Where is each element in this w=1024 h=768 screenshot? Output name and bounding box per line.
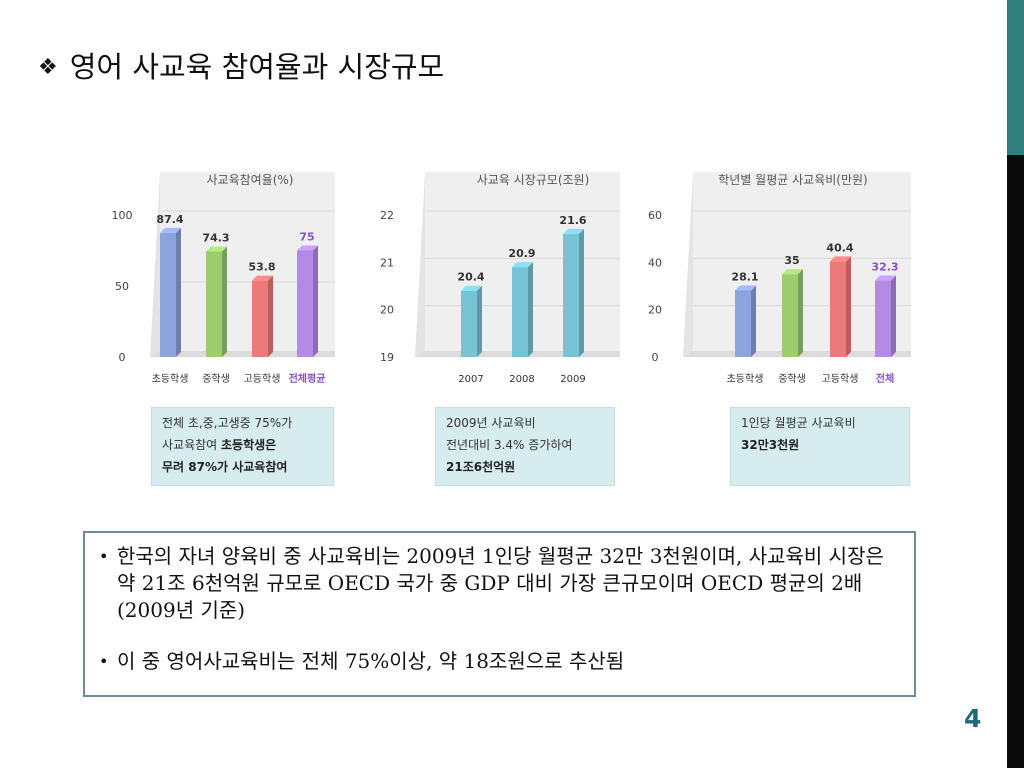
- chart-2-ytick-label: 19: [380, 351, 394, 364]
- callout-2-line-3-bold: 21조6천억원: [446, 460, 516, 474]
- chart-1-category-label: 초등학생: [152, 373, 189, 385]
- chart-2-category-label: 2009: [560, 374, 585, 385]
- chart-1-bar-side: [268, 275, 273, 357]
- chart-1-bar-side: [222, 246, 227, 357]
- chart-1-ytick-label: 0: [119, 351, 126, 364]
- chart-1-category-label: 중학생: [202, 373, 230, 385]
- chart-3-ytick-label: 0: [652, 351, 659, 364]
- chart-1-bar: [206, 251, 222, 357]
- callout-1-line-3: 무려 87%가 사교육참여: [162, 456, 323, 478]
- chart-3-ytick-label: 60: [648, 209, 662, 222]
- chart-3-category-label: 전체: [876, 372, 894, 385]
- callout-1-line-2-plain: 사교육참여: [162, 438, 222, 452]
- chart-1-side-wall: [150, 172, 160, 357]
- callout-participation: 전체 초,중,고생중 75%가 사교육참여 초등학생은 무려 87%가 사교육참…: [151, 407, 334, 486]
- diamond-bullet-icon: ❖: [38, 55, 58, 80]
- callout-2-line-1: 2009년 사교육비: [446, 416, 536, 430]
- chart-3-ytick-label: 20: [648, 304, 662, 317]
- chart-1-bar: [160, 232, 176, 357]
- chart-3-title: 학년별 월평균 사교육비(만원): [718, 173, 867, 187]
- callout-1-line-3-bold: 무려 87%가 사교육참여: [162, 460, 288, 474]
- chart-3-bar-top: [782, 269, 803, 275]
- chart-3-bar: [735, 290, 751, 357]
- chart-1-ytick-label: 50: [115, 280, 129, 293]
- chart-2-bar: [461, 290, 477, 357]
- chart-1-value-label: 53.8: [248, 261, 275, 274]
- chart-2-bar-side: [477, 285, 482, 357]
- chart-2-bar: [512, 267, 528, 357]
- callout-3-line-2-bold: 32만3천원: [741, 438, 800, 452]
- chart-2-bar: [563, 233, 579, 357]
- chart-2-bar-top: [563, 228, 584, 234]
- chart-3-category-label: 초등학생: [727, 373, 764, 385]
- chart-3-category-label: 중학생: [778, 373, 806, 385]
- chart-2-category-label: 2008: [509, 374, 534, 385]
- chart-3-bar: [875, 280, 891, 357]
- page-number: 4: [964, 704, 982, 733]
- chart-3-bar: [782, 274, 798, 357]
- chart-1-bar-side: [313, 245, 318, 357]
- chart-1-bar-top: [206, 246, 227, 252]
- callout-monthly-cost: 1인당 월평균 사교육비 32만3천원: [730, 407, 910, 486]
- callout-3-line-1: 1인당 월평균 사교육비: [741, 416, 856, 430]
- chart-3-side-wall: [683, 172, 693, 357]
- chart-3-value-label: 35: [784, 254, 799, 267]
- chart-2-side-wall: [415, 172, 425, 357]
- chart-3-value-label: 28.1: [731, 270, 758, 283]
- chart-1-category-label: 고등학생: [244, 373, 281, 385]
- slide-title-text: 영어 사교육 참여율과 시장규모: [69, 50, 445, 84]
- callout-1-line-1: 전체 초,중,고생중 75%가: [162, 416, 293, 430]
- summary-box: 한국의 자녀 양육비 중 사교육비는 2009년 1인당 월평균 32만 3천원…: [83, 531, 916, 697]
- callout-1-line-2: 사교육참여 초등학생은: [162, 434, 323, 456]
- chart-3-bar-top: [735, 285, 756, 291]
- chart-1-bar: [297, 250, 313, 357]
- callout-2-line-2: 전년대비 3.4% 증가하여: [446, 438, 573, 452]
- chart-1-category-label: 전체평균: [289, 372, 326, 385]
- chart-2-value-label: 20.9: [508, 247, 535, 260]
- summary-bullet-1: 한국의 자녀 양육비 중 사교육비는 2009년 1인당 월평균 32만 3천원…: [99, 543, 900, 624]
- chart-1-bar-top: [160, 227, 181, 233]
- callout-3-line-2: 32만3천원: [741, 434, 899, 456]
- chart-1-bar-top: [297, 245, 318, 251]
- chart-1-floor: [150, 351, 335, 357]
- chart-3-bar-side: [891, 275, 896, 357]
- chart-3-bar-top: [830, 256, 851, 262]
- chart-3-bar-side: [846, 256, 851, 357]
- chart-1-value-label: 87.4: [156, 213, 183, 226]
- chart-3-bar-side: [751, 285, 756, 357]
- callout-market-size: 2009년 사교육비 전년대비 3.4% 증가하여 21조6천억원: [435, 407, 615, 486]
- chart-2-title: 사교육 시장규모(조원): [477, 173, 590, 187]
- chart-2-ytick-label: 22: [380, 209, 394, 222]
- chart-1-bar-side: [176, 227, 181, 357]
- chart-2-value-label: 20.4: [457, 271, 484, 284]
- chart-2-bar-side: [528, 262, 533, 357]
- chart-3-value-label: 40.4: [826, 241, 853, 254]
- chart-3-ytick-label: 40: [648, 256, 662, 269]
- chart-2-ytick-label: 20: [380, 304, 394, 317]
- chart-2-bar-top: [461, 285, 482, 291]
- chart-1-value-label: 74.3: [202, 231, 229, 244]
- side-dark-bar: [1007, 155, 1024, 768]
- chart-3-value-label: 32.3: [871, 261, 898, 274]
- chart-1-bar-top: [252, 275, 273, 281]
- slide-title: ❖ 영어 사교육 참여율과 시장규모: [38, 44, 938, 86]
- chart-1-title: 사교육참여율(%): [206, 173, 293, 187]
- chart-2-bar-side: [579, 228, 584, 357]
- chart-2-value-label: 21.6: [559, 214, 586, 227]
- chart-2-bar-top: [512, 262, 533, 268]
- chart-3-bar-side: [798, 269, 803, 357]
- chart-2-ytick-label: 21: [380, 256, 394, 269]
- callout-1-line-2-bold: 초등학생은: [221, 438, 277, 452]
- chart-1-bar: [252, 280, 268, 357]
- callout-2-line-3: 21조6천억원: [446, 456, 604, 478]
- side-accent-bar: [1007, 0, 1024, 155]
- chart-3-bar: [830, 261, 846, 357]
- chart-1-ytick-label: 100: [112, 209, 133, 222]
- summary-bullet-2: 이 중 영어사교육비는 전체 75%이상, 약 18조원으로 추산됨: [99, 648, 900, 675]
- chart-1-value-label: 75: [299, 231, 314, 244]
- chart-3-bar-top: [875, 275, 896, 281]
- charts-area: 사교육참여율(%) 0 50 100 87.4 초등학생 74.3 중학생 53.8 고등학생 75…: [112, 172, 911, 385]
- chart-3-category-label: 고등학생: [822, 373, 859, 385]
- chart-2-category-label: 2007: [458, 374, 483, 385]
